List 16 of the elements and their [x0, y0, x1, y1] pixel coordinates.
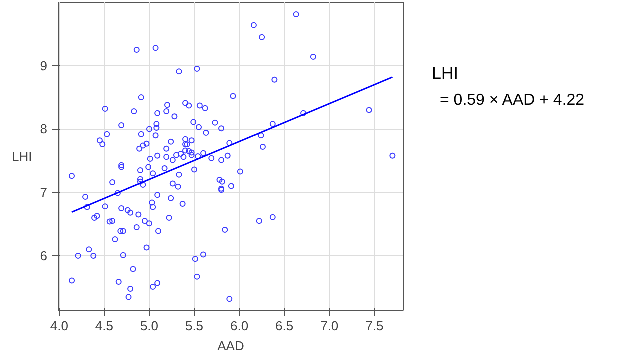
x-tick-label: 7.5: [366, 318, 384, 334]
text: = 0.59 × AAD + 4.22: [440, 91, 585, 112]
x-tick-label: 4.0: [50, 318, 68, 334]
x-tick-label: 7.0: [320, 318, 339, 334]
y-tick-label: 7: [40, 185, 48, 200]
x-tick-label: 6.5: [276, 318, 294, 334]
x-tick-label: 6.0: [230, 318, 249, 334]
y-tick-label: 8: [40, 122, 48, 137]
x-axis-title: AAD: [218, 338, 244, 354]
x-tick-label: 5.0: [140, 318, 159, 334]
x-tick-label: 5.5: [185, 318, 204, 334]
x-tick-label: 4.5: [95, 318, 114, 334]
y-tick-label: 6: [40, 248, 48, 264]
y-axis-title: LHI: [12, 149, 32, 164]
y-tick-label: 9: [40, 58, 48, 74]
text: LHI: [432, 63, 460, 85]
